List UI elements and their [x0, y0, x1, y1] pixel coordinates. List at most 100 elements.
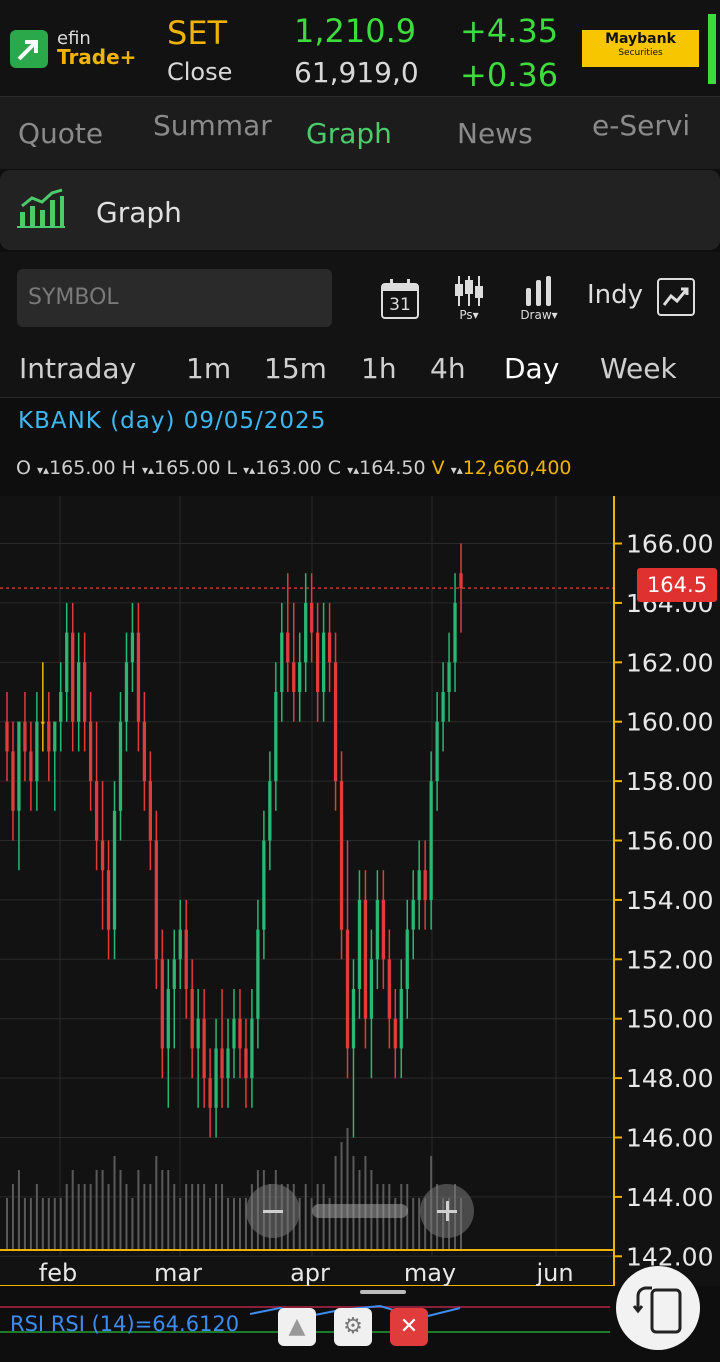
volume-bar: [71, 1170, 74, 1250]
zoom-out-button[interactable]: [246, 1184, 300, 1238]
candle-body: [369, 959, 374, 1019]
candle-body: [118, 721, 123, 811]
candle-body: [333, 662, 338, 782]
candle-body: [71, 632, 75, 722]
y-tick-label: 142.00: [626, 1242, 713, 1271]
chart-title: KBANK (day) 09/05/2025: [18, 408, 327, 434]
low-label: L: [226, 457, 238, 479]
ohlc-row: O ▾▴165.00 H ▾▴165.00 L ▾▴163.00 C ▾▴164…: [16, 457, 572, 479]
timeframe-15m[interactable]: 15m: [264, 352, 327, 385]
volume-bar: [346, 1128, 349, 1250]
timeframe-1h[interactable]: 1h: [361, 352, 397, 385]
candle-body: [393, 1018, 397, 1049]
y-tick-label: 162.00: [626, 648, 713, 677]
candle-body: [166, 989, 170, 1049]
candle-body: [357, 899, 362, 990]
candle-body: [100, 840, 105, 871]
volume-bar: [233, 1198, 235, 1250]
calendar-button[interactable]: 31: [381, 279, 419, 323]
symbol-input[interactable]: SYMBOL: [17, 269, 332, 327]
volume-bar: [95, 1170, 98, 1250]
broker-logo[interactable]: Maybank Securities: [582, 30, 699, 67]
volume-bar: [149, 1184, 152, 1250]
drag-handle[interactable]: [360, 1290, 406, 1294]
candle-body: [447, 662, 451, 693]
candle-body: [59, 692, 63, 722]
tab-graph[interactable]: Graph: [306, 117, 392, 150]
timeframe-week[interactable]: Week: [600, 352, 677, 385]
candle-body: [429, 781, 433, 900]
close-label: C: [327, 457, 342, 479]
close-value: 164.50: [359, 457, 426, 479]
candle-body: [11, 751, 15, 811]
candle-body: [327, 632, 332, 663]
candle-body: [286, 632, 290, 663]
tab-quote[interactable]: Quote: [18, 117, 104, 150]
y-tick-label: 148.00: [626, 1064, 713, 1093]
volume-bar: [328, 1198, 331, 1250]
volume-label: V: [431, 457, 445, 479]
chart-area[interactable]: 166.00 164.00 162.00 160.00 158.00 156.00 154.…: [0, 496, 720, 1287]
candle-body: [208, 1078, 212, 1108]
volume-bar: [113, 1156, 116, 1250]
candle-body: [47, 721, 51, 752]
close-icon: ✕: [399, 1314, 419, 1339]
draw-button[interactable]: Draw▾: [516, 276, 562, 322]
ps-label: Ps▾: [459, 308, 479, 322]
volume-bar: [35, 1184, 38, 1250]
rotate-screen-button[interactable]: [616, 1266, 700, 1350]
gear-icon: ⚙: [343, 1314, 363, 1339]
timeframe-4h[interactable]: 4h: [430, 352, 466, 385]
candle-body: [17, 721, 21, 811]
low-arrow-icon: ▾▴: [243, 463, 256, 477]
y-tick-label: 152.00: [626, 945, 713, 974]
remove-rsi-button[interactable]: ✕: [390, 1308, 428, 1346]
y-tick-label: 166.00: [626, 530, 713, 559]
timeframe-day[interactable]: Day: [504, 352, 560, 385]
rsi-settings-button[interactable]: ⚙: [334, 1308, 372, 1346]
indicator-button[interactable]: [657, 278, 695, 320]
volume-bar: [238, 1198, 241, 1250]
chart-scrollbar[interactable]: [312, 1204, 408, 1218]
candle-body: [184, 929, 188, 990]
timeframe-intraday[interactable]: Intraday: [19, 352, 137, 385]
timeframe-1m[interactable]: 1m: [186, 352, 232, 385]
index-pct: +0.36: [460, 56, 559, 94]
candlestick-chart[interactable]: 166.00164.00162.00160.00158.00156.00154.…: [0, 496, 720, 1287]
rotate-screen-icon: [632, 1286, 682, 1334]
volume-bar: [77, 1184, 80, 1250]
move-up-button[interactable]: ▲: [278, 1308, 316, 1346]
candle-body: [77, 662, 81, 722]
y-tick-label: 150.00: [626, 1005, 713, 1034]
tab-summary[interactable]: Summar: [153, 109, 272, 142]
x-tick-label: feb: [39, 1259, 77, 1286]
chart-toolbar: SYMBOL 31 Ps▾ Draw▾ Indy Intraday: [0, 252, 720, 398]
page-title: Graph: [96, 196, 182, 229]
volume-bar: [179, 1198, 182, 1250]
open-value: 165.00: [49, 457, 116, 479]
tab-news[interactable]: News: [457, 117, 533, 150]
volume-bar: [59, 1198, 62, 1250]
candle-body: [65, 632, 69, 693]
volume-bar: [29, 1198, 32, 1250]
volume-bar: [340, 1142, 343, 1250]
candle-body: [190, 989, 194, 1049]
high-label: H: [121, 457, 136, 479]
chart-icon: [17, 188, 65, 232]
volume-bar: [89, 1184, 92, 1250]
zoom-in-button[interactable]: [420, 1184, 474, 1238]
indy-label[interactable]: Indy: [587, 280, 644, 310]
volume-bar: [125, 1184, 128, 1250]
candle-body: [232, 1018, 236, 1049]
index-name: SET: [167, 14, 228, 52]
y-tick-label: 160.00: [626, 708, 713, 737]
candle-body: [363, 899, 368, 1019]
ps-button[interactable]: Ps▾: [453, 276, 485, 322]
trend-icon: [657, 278, 695, 316]
tab-eservice[interactable]: e-Servi: [592, 109, 691, 142]
volume-bar: [394, 1198, 397, 1250]
volume-bar: [107, 1184, 110, 1250]
candle-body: [387, 959, 391, 1019]
candle-body: [310, 602, 314, 633]
minus-icon: [263, 1210, 283, 1213]
